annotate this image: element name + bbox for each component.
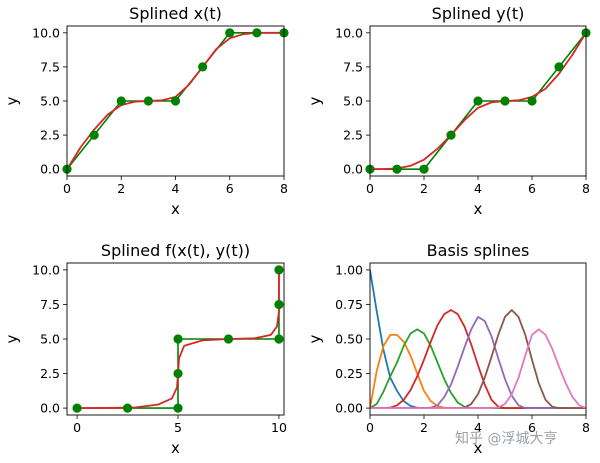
basis-line-2 [370, 333, 586, 409]
spline-line [77, 269, 280, 409]
y-axis-label: y [306, 334, 324, 343]
x-tick-label: 0 [63, 181, 71, 196]
x-tick-label: 4 [474, 420, 482, 435]
x-tick-label: 6 [528, 420, 536, 435]
x-tick-label: 6 [528, 181, 536, 196]
chart-title: Splined x(t) [129, 4, 222, 23]
data-point [225, 28, 235, 38]
x-tick-label: 8 [582, 420, 590, 435]
x-tick-label: 0 [73, 420, 81, 435]
x-tick-label: 4 [172, 181, 180, 196]
y-tick-label: 2.5 [343, 128, 363, 143]
x-tick-label: 2 [420, 181, 428, 196]
y-tick-label: 10.0 [32, 25, 60, 40]
basis-line-6 [370, 309, 586, 409]
y-tick-label: 0.00 [335, 401, 363, 416]
y-tick-label: 7.5 [343, 59, 363, 74]
x-tick-label: 0 [366, 181, 374, 196]
y-tick-label: 0.0 [343, 162, 363, 177]
y-tick-label: 7.5 [40, 59, 60, 74]
subplot-1: Splined x(t) x y 0 2 4 6 8 0.0 2.5 5.0 7.5 10.0 [3, 4, 289, 218]
data-point [89, 130, 99, 140]
x-tick-label: 0 [366, 420, 374, 435]
y-tick-label: 0.0 [40, 162, 60, 177]
x-tick-label: 5 [174, 420, 182, 435]
data-point [173, 403, 183, 413]
x-tick-label: 10 [271, 420, 287, 435]
chart-title: Splined f(x(t), y(t)) [101, 241, 250, 260]
axes-frame [369, 25, 587, 177]
y-tick-label: 7.5 [40, 297, 60, 312]
y-tick-label: 2.5 [40, 128, 60, 143]
y-tick-label: 10.0 [32, 262, 60, 277]
data-point [274, 299, 284, 310]
x-tick-label: 6 [226, 181, 234, 196]
y-axis-label: y [3, 334, 21, 343]
data-point [274, 265, 284, 275]
y-tick-label: 10.0 [335, 25, 363, 40]
data-point [72, 403, 82, 413]
data-point [122, 403, 133, 413]
data-point [419, 164, 429, 174]
spline-line [370, 32, 586, 171]
x-axis-label: x [171, 439, 180, 457]
chart-title: Basis splines [427, 241, 530, 260]
y-axis-label: y [306, 96, 324, 105]
y-tick-label: 0.75 [335, 297, 363, 312]
x-tick-label: 4 [474, 181, 482, 196]
data-point [446, 130, 456, 140]
y-tick-label: 5.0 [40, 332, 60, 347]
data-point [143, 96, 153, 106]
x-axis-label: x [474, 439, 483, 457]
data-point [252, 28, 262, 38]
y-tick-label: 5.0 [40, 94, 60, 109]
y-axis-label: y [3, 96, 21, 105]
data-point [500, 96, 510, 106]
x-axis-label: x [474, 200, 483, 218]
y-tick-label: 0.50 [335, 332, 363, 347]
subplot-4: Basis splines x y 0 2 4 6 8 0.00 0.25 0.50 0.75 1.00 [306, 241, 590, 457]
plot-area [370, 269, 586, 409]
watermark: 知乎 @浮城大亨 [455, 431, 558, 447]
subplot-3: Splined f(x(t), y(t)) x y 0 5 10 0.0 2.5 5.0 7.5 1… [3, 241, 287, 457]
basis-line-1 [370, 269, 586, 409]
data-point [173, 368, 183, 379]
x-tick-label: 2 [117, 181, 125, 196]
chart-title: Splined y(t) [432, 4, 525, 23]
y-tick-label: 2.5 [40, 366, 60, 381]
axes-frame [66, 25, 285, 177]
x-axis-label: x [171, 200, 180, 218]
data-point [170, 96, 181, 106]
y-tick-label: 5.0 [343, 94, 363, 109]
data-point [116, 96, 126, 106]
axes-frame [66, 262, 285, 416]
y-tick-label: 1.00 [335, 262, 363, 277]
basis-line-7 [370, 328, 586, 409]
data-point [554, 62, 564, 72]
y-tick-label: 0.25 [335, 366, 363, 381]
subplot-2: Splined y(t) x y 0 2 4 6 8 0.0 2.5 5.0 7.5 10.0 [306, 4, 591, 218]
x-tick-label: 8 [582, 181, 590, 196]
data-point [392, 164, 402, 174]
data-point [473, 96, 483, 106]
data-point [527, 96, 537, 106]
data-point [223, 334, 234, 344]
x-tick-label: 8 [280, 181, 288, 196]
data-point [198, 62, 208, 72]
axes-frame [369, 262, 587, 416]
y-tick-label: 0.0 [40, 401, 60, 416]
data-point [173, 334, 183, 344]
x-tick-label: 2 [420, 420, 428, 435]
data-point [274, 334, 284, 344]
